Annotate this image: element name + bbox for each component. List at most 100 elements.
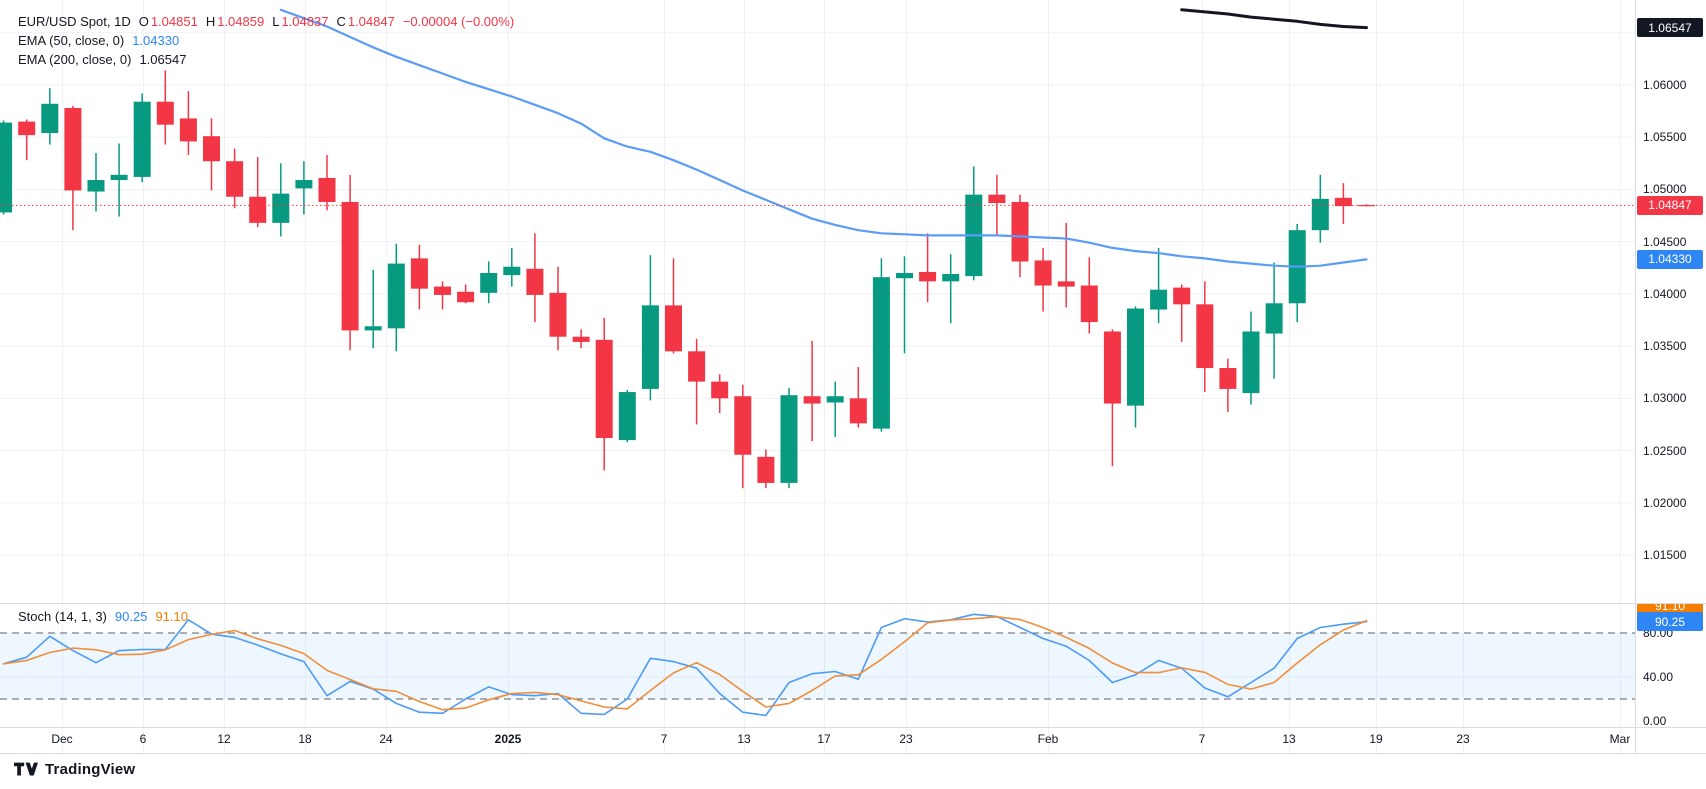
candle-body: [1011, 201, 1029, 262]
candle-body: [1311, 198, 1329, 231]
candle-body: [18, 121, 36, 136]
candle-body: [226, 161, 244, 197]
ema200-legend[interactable]: EMA (200, close, 0) 1.06547: [18, 50, 186, 69]
price-axis-label: 1.04000: [1643, 286, 1687, 301]
price-axis-label: 1.05000: [1643, 182, 1687, 197]
candle-body: [203, 136, 220, 162]
time-axis-label: 2025: [494, 732, 522, 746]
candle-body: [1334, 197, 1352, 207]
candle-body: [711, 381, 729, 399]
candle-body: [179, 118, 197, 142]
ema200-line: [1180, 8, 1368, 30]
candle-body: [1150, 289, 1168, 310]
time-axis-label: 6: [139, 732, 147, 746]
candle-body: [665, 305, 682, 352]
candle-body: [826, 396, 844, 403]
candle-body: [156, 101, 174, 125]
candle-body: [87, 180, 105, 192]
candle-body: [780, 395, 798, 483]
candle-body: [133, 101, 151, 177]
candle-body: [803, 396, 821, 404]
candle-body: [1173, 287, 1191, 305]
time-axis-label: 13: [1282, 732, 1296, 746]
candle-body: [1196, 304, 1214, 369]
price-pane[interactable]: 1.06547 1.04847 1.04330: [0, 0, 1706, 603]
time-axis-label: 18: [298, 732, 312, 746]
candle-body: [641, 305, 659, 389]
candle-body: [595, 339, 613, 439]
stoch-d-line: [2, 615, 1368, 711]
time-scale[interactable]: Dec 6 12 18 24 2025 7 13 17 23 Feb 7 13 19 23 Mar: [0, 731, 1706, 753]
time-axis-label: 19: [1369, 732, 1383, 746]
stoch-legend[interactable]: Stoch (14, 1, 3) 90.25 91.10: [18, 607, 188, 626]
tradingview-logo-text: TradingView: [45, 761, 136, 778]
candle-body: [364, 326, 382, 331]
candle-body: [1057, 281, 1075, 287]
candle-body: [919, 271, 937, 282]
stoch-label: Stoch (14, 1, 3): [18, 609, 107, 624]
ema50-line: [279, 8, 1368, 268]
candle-body: [896, 272, 913, 279]
candle-body: [1127, 308, 1144, 406]
candle-body: [1242, 331, 1260, 394]
high-label: H: [205, 14, 216, 29]
open-value: 1.04851: [150, 14, 198, 29]
candle-body: [1358, 205, 1375, 207]
ohlc-high: H 1.04859: [206, 12, 264, 31]
time-axis-label: 12: [217, 732, 231, 746]
time-axis-label: 23: [1456, 732, 1470, 746]
close-label: C: [336, 14, 346, 29]
candle-body: [318, 177, 336, 202]
change-value: −0.00004 (−0.00%): [402, 14, 515, 29]
time-axis-label: Feb: [1037, 732, 1059, 746]
ohlc-open: O 1.04851: [139, 12, 198, 31]
high-value: 1.04859: [217, 14, 265, 29]
price-axis-label: 1.01500: [1643, 547, 1687, 562]
stoch-d-tag: 91.10: [1637, 604, 1703, 616]
candle-body: [942, 274, 960, 282]
candle-body: [988, 194, 1006, 204]
price-axis-label: 1.03500: [1643, 339, 1687, 354]
tradingview-logo[interactable]: TradingView: [14, 761, 135, 778]
stoch-axis-label: 40.00: [1643, 670, 1674, 684]
candle-body: [0, 122, 13, 213]
ema200-value: 1.06547: [139, 52, 187, 67]
candle-body: [1103, 331, 1121, 404]
time-axis-label: Mar: [1609, 732, 1631, 746]
candle-body: [480, 272, 498, 293]
time-axis-label: 23: [899, 732, 913, 746]
candle-body: [849, 398, 867, 424]
symbol-legend[interactable]: EUR/USD Spot, 1D O 1.04851 H 1.04859 L 1.04…: [18, 12, 514, 31]
price-axis-label: 1.03000: [1643, 391, 1687, 406]
stoch-axis-label: 0.00: [1643, 714, 1667, 728]
candle-body: [503, 266, 521, 276]
stoch-k-tag: 90.25: [1637, 612, 1703, 632]
candle-body: [41, 103, 59, 134]
price-axis-label: 1.05500: [1643, 130, 1687, 145]
candle-body: [1034, 260, 1052, 286]
ema50-legend[interactable]: EMA (50, close, 0) 1.04330: [18, 31, 179, 50]
price-axis-label: 1.04500: [1643, 234, 1687, 249]
candle-body: [526, 268, 544, 295]
low-label: L: [272, 14, 280, 29]
candle-body: [341, 201, 359, 331]
candle-body: [618, 392, 636, 441]
time-axis-label: 24: [379, 732, 393, 746]
price-tag-ema200: 1.06547: [1637, 18, 1703, 38]
candle-body: [410, 258, 428, 289]
price-axis-label: 1.02000: [1643, 495, 1687, 510]
price-tag-tag_blue: 1.04330: [1637, 249, 1703, 269]
candle-body: [387, 263, 405, 329]
ema50-value: 1.04330: [132, 33, 180, 48]
candle-body: [572, 336, 590, 342]
candle-body: [549, 292, 567, 337]
time-axis-label: 17: [817, 732, 831, 746]
stoch-pane[interactable]: 91.10 90.25: [0, 604, 1706, 727]
candle-body: [1219, 368, 1237, 389]
low-value: 1.04837: [281, 14, 329, 29]
time-axis-label: 13: [737, 732, 751, 746]
open-label: O: [138, 14, 149, 29]
ohlc-close: C 1.04847: [336, 12, 394, 31]
